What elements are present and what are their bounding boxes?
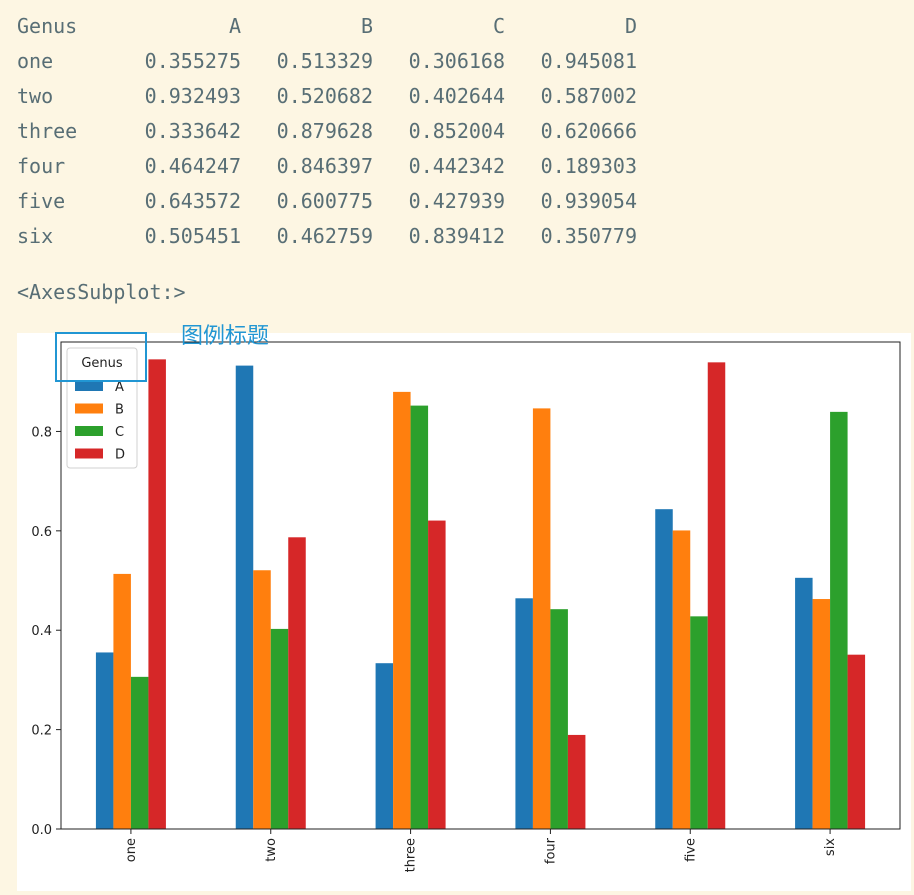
table-cell: 0.839412	[408, 223, 505, 248]
column-header: A	[228, 13, 241, 38]
table-cell: 0.846397	[276, 153, 373, 178]
table-cell: 0.464247	[144, 153, 241, 178]
x-tick-label-four: four	[543, 837, 558, 864]
legend-label-B: B	[115, 403, 124, 418]
table-row: one 0.355275 0.513329 0.306168 0.945081	[17, 43, 637, 78]
x-tick-label-six: six	[823, 838, 838, 856]
table-cell: 0.643572	[144, 188, 241, 213]
table-cell: 0.355275	[144, 48, 241, 73]
table-row: three 0.333642 0.879628 0.852004 0.620666	[17, 113, 637, 148]
bar-D-two	[288, 537, 306, 829]
bar-B-one	[113, 573, 131, 829]
table-cell: 0.600775	[276, 188, 373, 213]
bar-B-five	[672, 530, 691, 829]
table-cell: 0.879628	[276, 118, 373, 143]
row-label: five	[17, 188, 66, 213]
column-header: D	[624, 13, 637, 38]
row-label: two	[17, 83, 54, 108]
y-tick-label: 0.2	[31, 724, 52, 739]
row-label: six	[17, 223, 54, 248]
table-cell: 0.513329	[276, 48, 373, 73]
table-cell: 0.402644	[408, 83, 505, 108]
legend-label-D: D	[115, 448, 125, 463]
bar-A-six	[795, 577, 813, 829]
row-label: one	[17, 48, 54, 73]
plot-area: 0.0 0.2 0.4 0.6 0.8 one two three four five six Gen…	[17, 333, 911, 891]
bar-B-two	[253, 570, 271, 829]
y-tick-label: 0.0	[31, 823, 52, 838]
x-tick-label-five: five	[683, 838, 698, 862]
bar-D-three	[428, 520, 446, 829]
column-header: B	[360, 13, 373, 38]
bar-C-one	[130, 676, 149, 829]
table-cell: 0.945081	[540, 48, 637, 73]
table-cell: 0.505451	[144, 223, 241, 248]
table-cell: 0.427939	[408, 188, 505, 213]
row-label: four	[17, 153, 66, 178]
table-row: four 0.464247 0.846397 0.442342 0.189303	[17, 148, 637, 183]
row-label: three	[17, 118, 78, 143]
table-row: six 0.505451 0.462759 0.839412 0.350779	[17, 218, 637, 253]
bar-D-one	[148, 359, 166, 829]
axes-frame	[60, 341, 901, 830]
table-cell: 0.333642	[144, 118, 241, 143]
x-tick-label-two: two	[264, 838, 279, 862]
table-row: two 0.932493 0.520682 0.402644 0.587002	[17, 78, 637, 113]
bar-C-six	[830, 411, 848, 829]
bar-C-four	[550, 609, 568, 829]
axes-repr-output: <AxesSubplot:>	[17, 280, 186, 304]
table-header-row: Genus A B C D	[17, 8, 637, 43]
bar-C-five	[690, 616, 708, 829]
table-row: five 0.643572 0.600775 0.427939 0.939054	[17, 183, 637, 218]
table-cell: 0.306168	[408, 48, 505, 73]
legend-title: Genus	[81, 356, 123, 371]
legend-title-highlight-box	[55, 332, 147, 382]
bar-A-one	[95, 652, 114, 829]
bar-C-three	[410, 405, 429, 829]
bar-D-six	[847, 654, 866, 829]
bar-B-six	[812, 599, 831, 829]
table-cell: 0.520682	[276, 83, 373, 108]
legend-title-annotation: 图例标题	[181, 324, 270, 349]
bar-A-three	[375, 663, 394, 829]
table-cell: 0.620666	[540, 118, 637, 143]
bar-A-two	[235, 365, 254, 829]
table-cell: 0.350779	[540, 223, 637, 248]
table-cell: 0.189303	[540, 153, 637, 178]
y-tick-label: 0.6	[31, 525, 52, 540]
table-cell: 0.587002	[540, 83, 637, 108]
x-tick-label-one: one	[124, 838, 139, 862]
column-header: C	[492, 13, 505, 38]
bar-chart: 0.0 0.2 0.4 0.6 0.8 one two three four five six Gen…	[31, 341, 901, 872]
table-cell: 0.932493	[144, 83, 241, 108]
table-cell: 0.462759	[276, 223, 373, 248]
index-name-header: Genus	[17, 13, 78, 38]
bar-C-two	[270, 628, 289, 829]
bar-B-four	[532, 408, 551, 829]
table-cell: 0.852004	[408, 118, 505, 143]
legend-swatch-A	[75, 381, 103, 391]
legend-label-A: A	[115, 380, 124, 395]
legend-swatch-D	[75, 448, 103, 459]
bar-A-four	[515, 598, 533, 829]
y-tick-label: 0.4	[31, 624, 52, 639]
table-cell: 0.442342	[408, 153, 505, 178]
dataframe-table: Genus A B C D one 0.355275 0.513329 0.30616…	[17, 8, 637, 253]
legend-swatch-B	[75, 403, 103, 414]
bar-B-three	[393, 391, 411, 829]
bar-D-four	[567, 734, 586, 829]
y-tick-label: 0.8	[31, 425, 52, 440]
bar-D-five	[707, 362, 726, 829]
x-tick-label-three: three	[404, 838, 419, 872]
legend-label-C: C	[115, 425, 124, 440]
bar-A-five	[655, 509, 673, 829]
legend-swatch-C	[75, 426, 103, 436]
table-cell: 0.939054	[540, 188, 637, 213]
